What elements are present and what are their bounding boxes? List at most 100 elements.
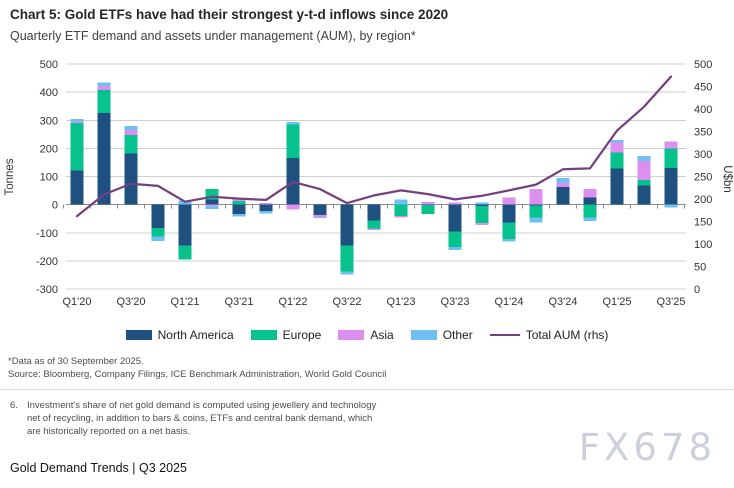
right-axis-title: U$bn	[721, 165, 733, 193]
chart-subtitle: Quarterly ETF demand and assets under ma…	[10, 29, 416, 43]
left-axis-tick-label: -100	[36, 228, 58, 240]
bar-segment-other	[529, 217, 543, 223]
bar-segment-na	[124, 153, 138, 205]
bar-segment-asia	[259, 202, 273, 205]
bar-segment-na	[232, 204, 246, 215]
legend-item-north-america: North America	[125, 328, 234, 342]
bar-segment-eu	[205, 189, 219, 200]
bar-segment-eu	[151, 227, 165, 237]
legend-item-total-aum: Total AUM (rhs)	[489, 328, 608, 342]
report-footer-title: Gold Demand Trends | Q3 2025	[10, 461, 187, 475]
bar-segment-asia	[502, 197, 516, 205]
bar-segment-eu	[583, 204, 597, 218]
bar-segment-na	[448, 204, 462, 232]
x-axis-label: Q3'24	[548, 296, 577, 308]
bar-segment-eu	[421, 205, 435, 214]
bar-segment-asia	[124, 130, 138, 135]
bar-segment-other	[637, 155, 651, 161]
bar-segment-na	[259, 204, 273, 212]
bar-segment-other	[97, 82, 111, 86]
bar-segment-asia	[313, 215, 327, 217]
bar-segment-eu	[367, 220, 381, 229]
bar-segment-other	[475, 202, 489, 205]
left-axis-tick-label: 500	[40, 59, 58, 71]
footnote-6: 6. Investment's share of net gold demand…	[10, 399, 382, 438]
bar-segment-other	[151, 236, 165, 242]
bar-segment-other	[340, 271, 354, 275]
bar-segment-eu	[70, 123, 84, 171]
chart-canvas: 500 400 300 200 100 0 -100 -200 -300 0 50 100 150 200…	[4, 59, 733, 308]
legend-item-other: Other	[410, 328, 473, 342]
left-axis-tick-label: -200	[36, 256, 58, 268]
bar-segment-asia	[610, 142, 624, 153]
bar-segment-other	[502, 239, 516, 242]
bar-segment-other	[367, 229, 381, 231]
footnote-source: Source: Bloomberg, Company Filings, ICE …	[8, 369, 387, 380]
bar-segment-other	[610, 139, 624, 143]
right-axis-tick-label: 300	[694, 149, 712, 161]
x-axis-label: Q1'22	[278, 296, 307, 308]
bar-segment-eu	[232, 200, 246, 205]
bar-segment-na	[178, 204, 192, 246]
bar-segment-eu	[610, 152, 624, 169]
x-axis-label: Q1'25	[602, 296, 631, 308]
x-axis-label: Q1'21	[170, 296, 199, 308]
bar-segment-na	[340, 204, 354, 246]
bar-segment-na	[637, 185, 651, 205]
other-swatch	[410, 330, 437, 340]
footnote-number: 6.	[10, 400, 18, 411]
bar-segment-asia	[286, 204, 300, 210]
left-axis-tick-label: 100	[40, 172, 58, 184]
bar-segment-other	[664, 204, 678, 208]
chart-title: Chart 5: Gold ETFs have had their strong…	[10, 7, 449, 22]
bar-segment-other	[394, 199, 408, 205]
europe-swatch	[250, 330, 277, 340]
footnote-data-as-of: *Data as of 30 September 2025.	[8, 356, 144, 367]
right-axis-tick-label: 450	[694, 82, 712, 94]
bar-segment-eu	[475, 206, 489, 223]
legend-label: Asia	[370, 328, 394, 342]
right-axis-tick-label: 0	[694, 284, 700, 296]
bar-segment-asia	[394, 215, 408, 218]
x-axis-label: Q1'24	[494, 296, 523, 308]
total-aum-line	[75, 75, 673, 218]
x-axis-label: Q3'20	[116, 296, 145, 308]
bar-segment-other	[286, 122, 300, 125]
left-axis-tick-label: -300	[36, 284, 58, 296]
bar-segment-other	[70, 119, 84, 122]
bar-segment-eu	[394, 204, 408, 216]
bar-segment-asia	[448, 202, 462, 205]
divider-line	[0, 389, 734, 390]
bar-segment-na	[70, 170, 84, 205]
bar-segment-asia	[583, 189, 597, 198]
bar-segment-na	[421, 204, 435, 206]
x-axis-label: Q1'20	[62, 296, 91, 308]
bar-segment-eu	[97, 89, 111, 114]
bar-segment-na	[205, 199, 219, 205]
total-aum-line-swatch	[489, 334, 520, 336]
right-axis-tick-label: 150	[694, 217, 712, 229]
bar-segment-eu	[664, 148, 678, 168]
left-axis-tick-label: 200	[40, 143, 58, 155]
etf-demand-chart: 500 400 300 200 100 0 -100 -200 -300 0 50 100 150 200…	[0, 55, 734, 315]
x-axis-label: Q1'23	[386, 296, 415, 308]
bar-segment-na	[610, 168, 624, 205]
right-axis-tick-label: 200	[694, 194, 712, 206]
bar-segment-na	[313, 204, 327, 216]
footnote-text: Investment's share of net gold demand is…	[26, 400, 377, 437]
x-axis-label: Q3'22	[332, 296, 361, 308]
bar-segment-eu	[637, 180, 651, 186]
bar-segment-asia	[637, 160, 651, 181]
bar-segment-na	[367, 204, 381, 221]
legend-label: Europe	[282, 328, 322, 342]
bar-segment-asia	[70, 121, 84, 124]
bar-segment-na	[97, 113, 111, 205]
bar-segment-asia	[97, 85, 111, 90]
asia-swatch	[338, 330, 365, 340]
right-axis-tick-label: 400	[694, 104, 712, 116]
bar-segment-eu	[502, 222, 516, 240]
right-axis-tick-label: 50	[694, 262, 706, 274]
bar-segment-other	[583, 217, 597, 222]
bar-segment-other	[448, 247, 462, 250]
bar-segment-eu	[124, 134, 138, 154]
